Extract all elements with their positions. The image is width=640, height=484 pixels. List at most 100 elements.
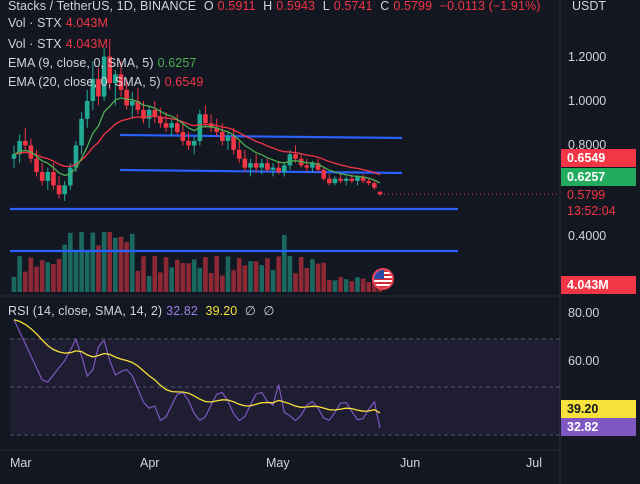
volume-tag: 4.043M — [561, 276, 636, 294]
volume-bar — [220, 275, 225, 292]
rsi-tag: 32.82 — [561, 418, 636, 436]
x-label-mar: Mar — [10, 456, 32, 470]
symbol-title[interactable]: Stacks / TetherUS, 1D, BINANCE — [8, 0, 197, 13]
rsi-extra-1: ∅ — [244, 304, 256, 318]
rsi-tick-60: 60.00 — [568, 354, 600, 368]
volume-bar — [276, 256, 281, 292]
candle-body — [293, 154, 298, 159]
volume-bar — [84, 250, 90, 292]
ema9-price-tag: 0.6257 — [561, 168, 636, 186]
volume-bar — [259, 265, 265, 292]
vol-legend-2[interactable]: Vol · STX 4.043M — [8, 37, 112, 51]
rsi-extra-2: ∅ — [263, 304, 275, 318]
volume-bar — [327, 279, 332, 292]
volume-bar — [101, 232, 107, 292]
volume-bar — [265, 258, 270, 292]
volume-bar — [45, 262, 51, 292]
candle-body — [118, 74, 124, 90]
candle-body — [270, 167, 276, 170]
candle-body — [129, 101, 135, 106]
candle-body — [84, 101, 90, 119]
volume-bar — [366, 281, 372, 292]
volume-bar — [355, 277, 360, 292]
close-label: C — [380, 0, 390, 13]
ema9-line — [13, 97, 381, 184]
volume-bar — [11, 277, 17, 292]
high-label: H — [263, 0, 273, 13]
x-label-jul: Jul — [526, 456, 542, 470]
candle-body — [214, 127, 220, 133]
volume-bar — [135, 270, 141, 292]
volume-bar — [146, 276, 152, 292]
candle-body — [79, 118, 84, 146]
volume-bar — [118, 236, 124, 292]
rsi-ma-line — [13, 319, 381, 414]
candle-body — [51, 172, 56, 186]
ema20-label: EMA (20, close, 0, SMA, 5) — [8, 75, 161, 89]
candle-body — [349, 178, 355, 181]
candle-body — [96, 78, 101, 97]
volume-bar — [169, 267, 174, 292]
candle-body — [315, 163, 321, 170]
volume-bar — [236, 258, 242, 292]
volume-bar — [73, 249, 79, 292]
candle-body — [231, 136, 236, 150]
volume-bar — [321, 262, 326, 292]
volume-bar — [158, 272, 163, 292]
candle-body — [141, 109, 146, 119]
ema20-legend[interactable]: EMA (20, close, 0, SMA, 5) 0.6549 — [8, 75, 208, 89]
price-tick-2: 1.0000 — [568, 94, 607, 108]
price-tick-1: 1.2000 — [568, 50, 607, 64]
low-label: L — [322, 0, 330, 13]
candle-body — [203, 114, 208, 124]
candle-body — [45, 172, 51, 181]
currency-label: USDT — [572, 0, 607, 13]
candle-body — [276, 167, 281, 173]
volume-bar — [90, 232, 96, 292]
candle-body — [17, 140, 22, 155]
candle-body — [321, 169, 326, 179]
trendline-1 — [119, 133, 403, 140]
volume-bar — [287, 256, 293, 292]
candle-body — [355, 176, 360, 181]
candle-body — [174, 123, 180, 133]
volume-bar — [270, 270, 276, 292]
rsi-ma-value: 39.20 — [205, 304, 238, 318]
volume-bar — [298, 256, 304, 292]
ema9-legend[interactable]: EMA (9, close, 0, SMA, 5) 0.6257 — [8, 56, 200, 70]
volume-bar — [141, 256, 146, 292]
rsi-legend[interactable]: RSI (14, close, SMA, 14, 2) 32.82 39.20 ∅… — [8, 303, 278, 318]
us-event-flag-icon[interactable] — [372, 268, 394, 290]
symbol-legend[interactable]: Stacks / TetherUS, 1D, BINANCE O 0.5911 H… — [8, 0, 545, 13]
rsi-label: RSI (14, close, SMA, 14, 2) — [8, 304, 163, 318]
candle-body — [225, 136, 231, 141]
candle-body — [366, 180, 372, 184]
candle-body — [90, 78, 96, 101]
volume-bar — [349, 281, 355, 292]
volume-bar — [174, 259, 180, 292]
volume-bar — [203, 257, 208, 292]
volume-bar — [129, 233, 135, 292]
volume-bar — [225, 256, 231, 292]
candle-body — [169, 123, 174, 128]
volume-bar — [304, 268, 310, 292]
volume-bar — [231, 270, 236, 292]
volume-bar — [186, 263, 191, 292]
candle-body — [163, 123, 169, 128]
candle-body — [332, 178, 338, 184]
rsi-ma-tag: 39.20 — [561, 400, 636, 418]
volume-bar — [242, 265, 248, 292]
candle-body — [107, 56, 113, 84]
ema9-label: EMA (9, close, 0, SMA, 5) — [8, 56, 154, 70]
candle-body — [11, 154, 17, 159]
candle-body — [343, 178, 349, 181]
candle-body — [327, 178, 332, 184]
candle-body — [73, 145, 79, 168]
rsi-line — [13, 319, 381, 429]
vol-legend-1[interactable]: Vol · STX 4.043M — [8, 16, 112, 30]
trendline-2 — [119, 168, 403, 175]
close-value: 0.5799 — [393, 0, 433, 13]
price-tick-3: 0.8000 — [568, 138, 607, 152]
volume-bar — [338, 277, 343, 292]
